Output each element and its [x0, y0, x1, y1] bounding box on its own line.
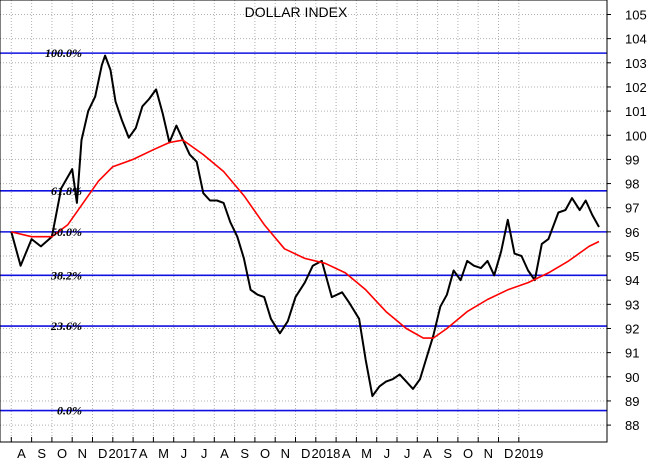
x-tick-label: A [17, 446, 26, 461]
x-tick-label: S [37, 446, 46, 461]
y-tick-label: 91 [625, 346, 639, 361]
y-tick-label: 102 [625, 80, 647, 95]
y-tick-label: 105 [625, 7, 647, 22]
x-axis: A S O N D 2017 A M J J A S O N D 2018 A M J J A S O N D 2019 [10, 437, 543, 461]
x-tick-label: 2018 [311, 446, 340, 461]
y-tick-label: 98 [625, 177, 639, 192]
x-tick-label: J [384, 446, 391, 461]
y-tick-label: 104 [625, 32, 647, 47]
y-tick-label: 94 [625, 273, 639, 288]
x-tick-label: O [57, 446, 67, 461]
x-tick-label: O [463, 446, 473, 461]
fibonacci-label: 38.2% [50, 268, 82, 282]
series-layer [10, 54, 600, 398]
y-axis: 88 89 90 91 92 93 94 95 96 97 98 99 100 101 102 103 104 1… [607, 7, 647, 433]
fibonacci-label: 50.0% [51, 225, 82, 239]
y-tick-label: 96 [625, 225, 639, 240]
x-tick-label: N [281, 446, 290, 461]
series-line-price [10, 54, 600, 398]
vertical-grid [10, 0, 520, 442]
x-tick-label: A [342, 446, 351, 461]
y-tick-label: 90 [625, 370, 639, 385]
x-tick-label: S [443, 446, 452, 461]
x-tick-label: S [240, 446, 249, 461]
y-tick-label: 89 [625, 394, 639, 409]
y-tick-label: 103 [625, 56, 647, 71]
chart-title: DOLLAR INDEX [245, 4, 348, 20]
x-tick-label: J [404, 446, 411, 461]
y-tick-label: 99 [625, 152, 639, 167]
y-tick-label: 101 [625, 104, 647, 119]
x-tick-label: 2019 [514, 446, 543, 461]
fibonacci-labels: 100.0% 61.8% 50.0% 38.2% 23.6% 0.0% [45, 46, 82, 417]
x-tick-label: O [260, 446, 270, 461]
plot-frame [0, 0, 608, 443]
x-tick-label: N [78, 446, 87, 461]
x-tick-label: D [301, 446, 310, 461]
x-tick-label: M [361, 446, 372, 461]
y-tick-label: 93 [625, 297, 639, 312]
x-tick-label: J [181, 446, 188, 461]
x-tick-label: A [220, 446, 229, 461]
x-tick-label: N [484, 446, 493, 461]
x-tick-label: M [158, 446, 169, 461]
y-tick-label: 100 [625, 128, 647, 143]
y-tick-label: 95 [625, 249, 639, 264]
y-tick-label: 88 [625, 418, 639, 433]
x-tick-label: 2017 [108, 446, 137, 461]
y-tick-label: 97 [625, 201, 639, 216]
x-tick-label: A [139, 446, 148, 461]
x-tick-label: A [423, 446, 432, 461]
fibonacci-label: 0.0% [57, 404, 82, 418]
x-tick-label: D [98, 446, 107, 461]
y-tick-label: 92 [625, 321, 639, 336]
fibonacci-label: 61.8% [51, 184, 82, 198]
fibonacci-label: 23.6% [50, 319, 82, 333]
x-tick-label: J [201, 446, 208, 461]
x-tick-label: D [504, 446, 513, 461]
series-line-moving-average [11, 139, 600, 339]
horizontal-grid [0, 13, 607, 426]
fibonacci-label: 100.0% [45, 46, 82, 60]
